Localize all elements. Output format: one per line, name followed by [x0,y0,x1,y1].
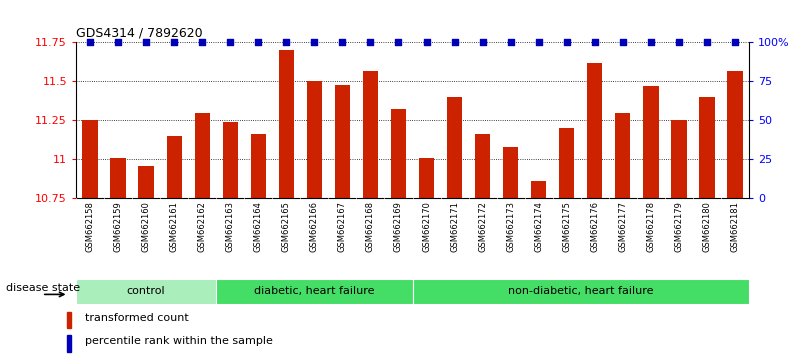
Bar [413,279,749,304]
Bar [475,135,490,198]
Bar [335,85,350,198]
Bar [503,147,518,198]
Bar [167,136,182,198]
Text: control: control [127,286,166,296]
Point [476,40,489,45]
Point [616,40,629,45]
Point [700,40,713,45]
Bar [671,120,686,198]
Text: GDS4314 / 7892620: GDS4314 / 7892620 [76,27,203,40]
Text: percentile rank within the sample: percentile rank within the sample [85,337,272,347]
Point [84,40,96,45]
Bar [67,312,70,329]
Bar [307,81,322,198]
Bar [727,70,743,198]
Point [168,40,181,45]
Point [392,40,405,45]
Text: diabetic, heart failure: diabetic, heart failure [254,286,375,296]
Bar [67,336,70,352]
Bar [559,128,574,198]
Point [728,40,741,45]
Point [364,40,377,45]
Point [672,40,685,45]
Point [505,40,517,45]
Bar [139,166,154,198]
Point [139,40,152,45]
Bar [195,113,210,198]
Bar [391,109,406,198]
Point [336,40,349,45]
Point [532,40,545,45]
Point [421,40,433,45]
Point [280,40,293,45]
Bar [279,50,294,198]
Point [111,40,125,45]
Point [308,40,320,45]
Bar [419,158,434,198]
Point [224,40,237,45]
Text: non-diabetic, heart failure: non-diabetic, heart failure [508,286,654,296]
Point [561,40,574,45]
Bar [83,120,98,198]
Bar [251,135,266,198]
Bar [699,97,714,198]
Bar [363,70,378,198]
Bar [531,181,546,198]
Point [252,40,264,45]
Bar [216,279,413,304]
Bar [76,279,216,304]
Point [195,40,208,45]
Point [588,40,601,45]
Point [449,40,461,45]
Text: disease state: disease state [6,283,80,293]
Text: transformed count: transformed count [85,313,188,323]
Point [644,40,657,45]
Bar [223,122,238,198]
Bar [643,86,658,198]
Bar [447,97,462,198]
Bar [587,63,602,198]
Bar [111,158,126,198]
Bar [615,113,630,198]
